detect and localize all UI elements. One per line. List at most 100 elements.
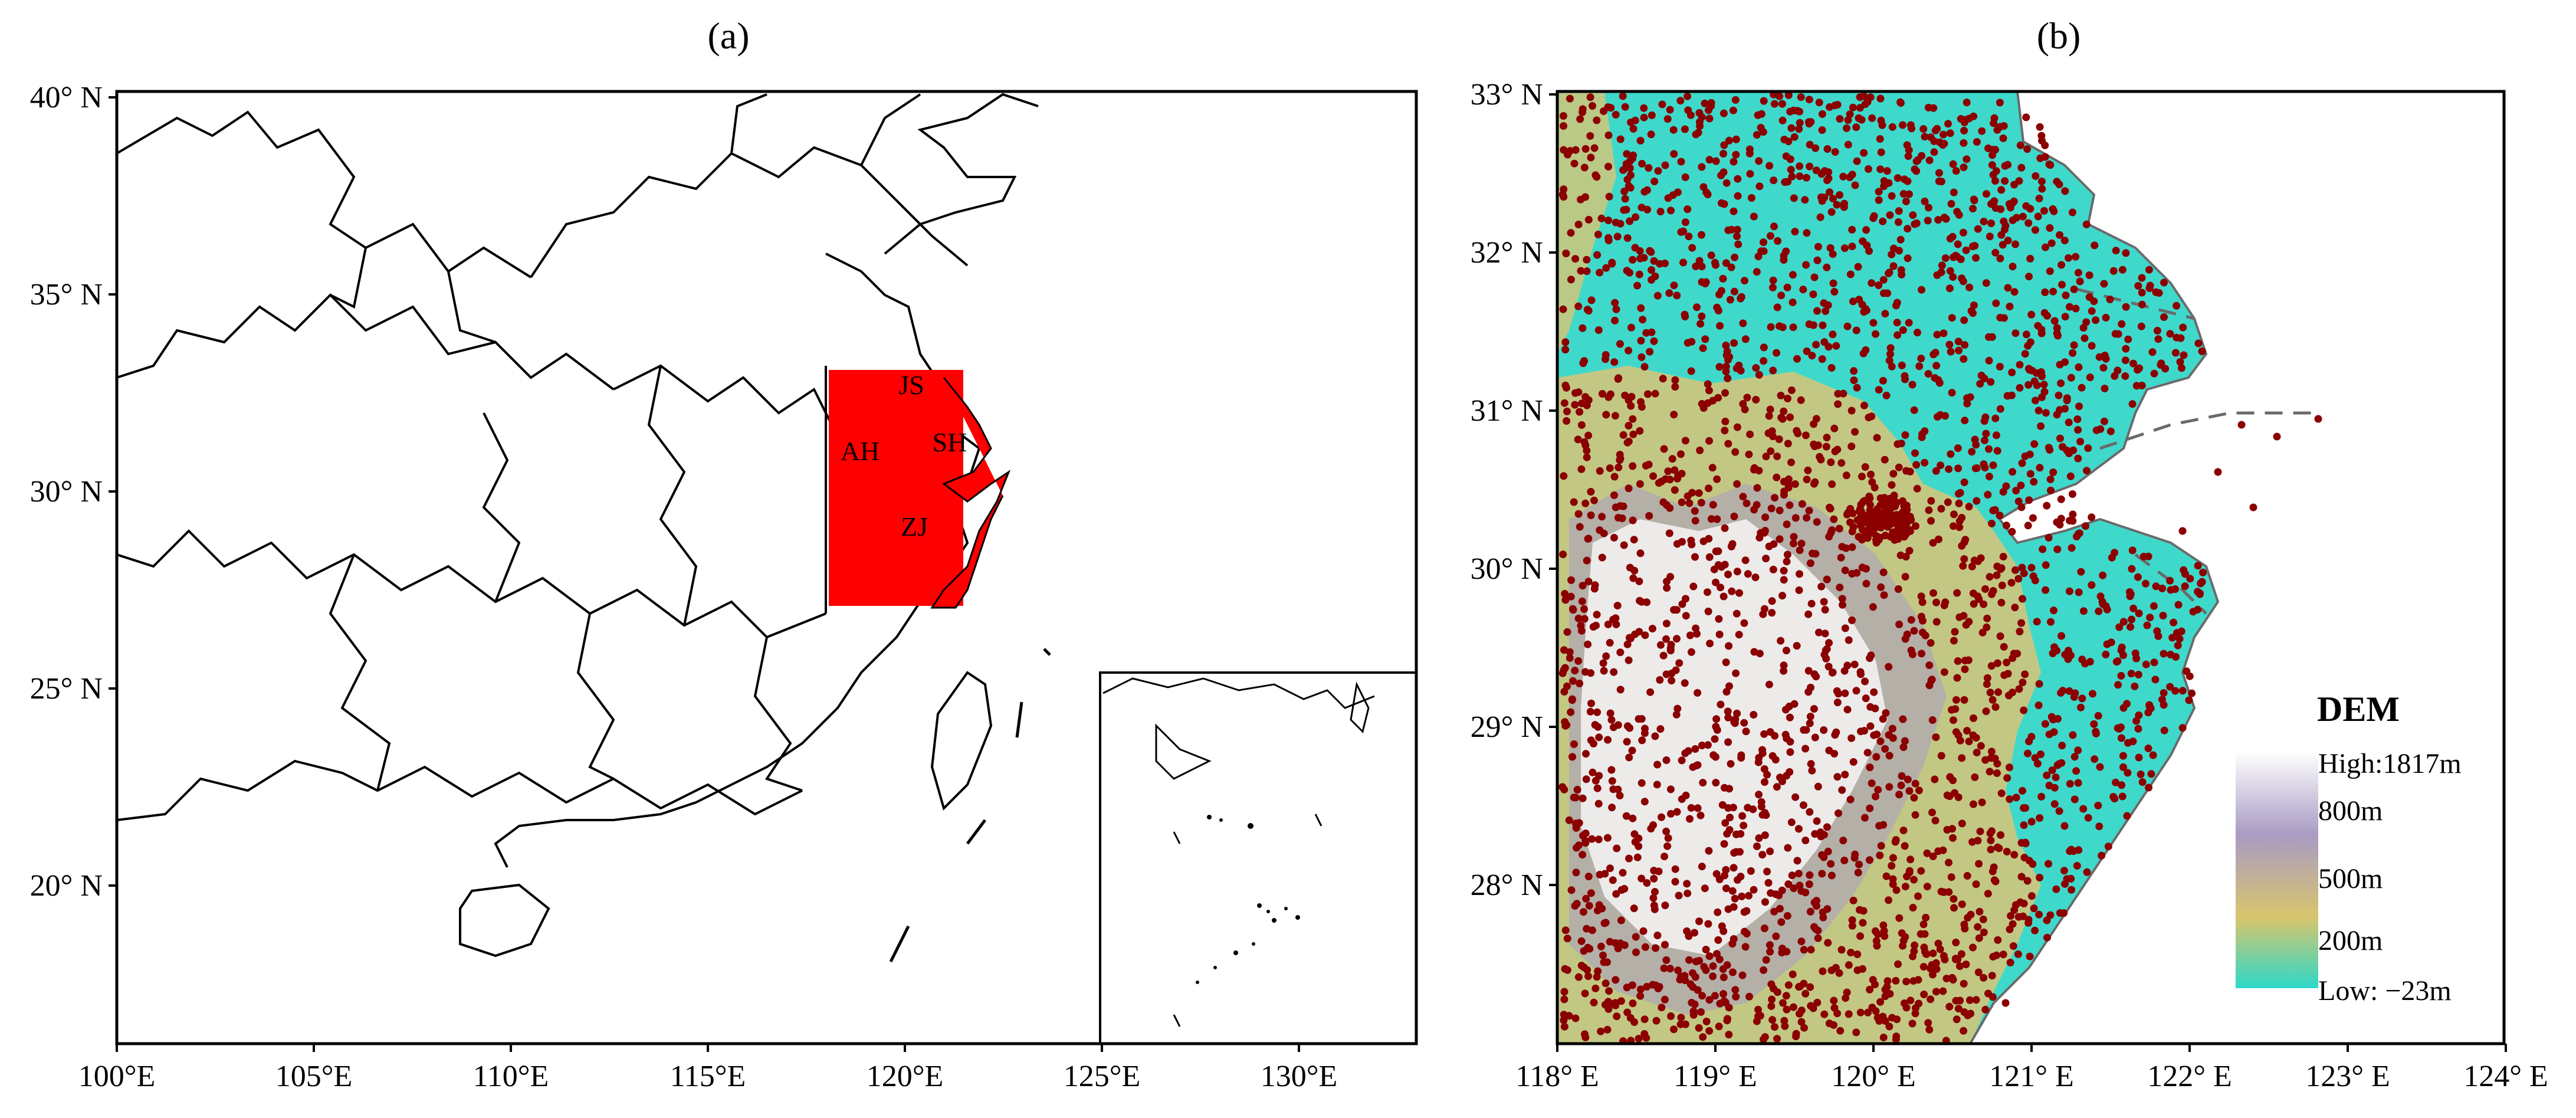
station-point (1638, 874, 1646, 883)
station-point (1580, 163, 1589, 172)
station-point (1845, 961, 1853, 969)
station-point (1929, 539, 1937, 547)
station-point (1604, 162, 1612, 171)
station-point (1845, 1010, 1853, 1018)
station-point (1661, 995, 1669, 1004)
station-point (1696, 811, 1705, 819)
station-point (1658, 477, 1666, 486)
station-point (1760, 238, 1767, 247)
station-point (1738, 971, 1747, 979)
station-point (2090, 720, 2098, 728)
station-point (1762, 956, 1770, 964)
station-point (2026, 470, 2034, 478)
station-point (1951, 628, 1959, 636)
station-point (1750, 886, 1758, 894)
station-point (1563, 935, 1571, 943)
station-point (1876, 94, 1885, 103)
station-point (1581, 145, 1590, 153)
station-point (1604, 393, 1613, 401)
station-point (2038, 185, 2046, 193)
station-point (1810, 273, 1819, 281)
station-point (1714, 908, 1722, 916)
station-point (1779, 999, 1787, 1007)
station-point (1794, 825, 1803, 833)
station-point (1659, 651, 1668, 660)
station-point (1993, 951, 2001, 959)
station-point (2167, 586, 2175, 594)
station-point (2134, 671, 2142, 678)
station-point (1987, 747, 1996, 756)
station-point (1985, 333, 1993, 341)
station-point (1601, 870, 1609, 878)
station-point (1932, 618, 1941, 626)
station-point (1733, 232, 1741, 240)
station-point (1676, 1020, 1685, 1028)
dem-legend-label-800: 800m (2318, 795, 2383, 827)
station-point (1766, 847, 1774, 855)
station-point (1584, 873, 1593, 881)
station-point (1720, 200, 1728, 208)
station-point (1963, 727, 1971, 735)
station-point (1593, 708, 1602, 716)
station-point (1910, 947, 1918, 955)
station-point (1753, 484, 1761, 492)
station-point (2128, 565, 2136, 573)
station-point (1560, 185, 1568, 194)
station-point (1999, 950, 2007, 959)
station-point (1807, 946, 1815, 954)
station-point (2057, 379, 2065, 388)
station-point (1579, 108, 1587, 116)
station-point (1847, 406, 1856, 415)
station-point (2119, 752, 2127, 760)
station-point (2088, 513, 2096, 522)
station-point (1974, 923, 1982, 931)
station-point (2108, 553, 2116, 562)
station-point (1954, 240, 1962, 248)
station-point (2006, 763, 2013, 772)
station-point (2065, 687, 2073, 695)
station-point (1879, 568, 1888, 576)
station-point (1705, 847, 1713, 855)
station-point (2177, 627, 2186, 635)
station-point (1972, 254, 1980, 262)
station-point (1996, 254, 2004, 263)
station-point (2024, 219, 2033, 227)
station-point (1810, 705, 1818, 713)
station-point (2016, 141, 2024, 149)
station-point (2114, 366, 2122, 375)
station-point (1858, 300, 1866, 309)
station-point (1577, 267, 1585, 275)
station-point (1908, 650, 1917, 658)
station-point (1909, 904, 1917, 912)
station-point (1698, 278, 1706, 286)
station-point (1880, 289, 1888, 297)
station-point (1674, 966, 1682, 975)
station-point (1618, 514, 1626, 522)
station-point (1868, 279, 1876, 287)
station-point (1616, 686, 1625, 694)
station-point (1791, 793, 1800, 801)
station-point (2068, 544, 2076, 552)
b-lat-tick-label: 33° N (1471, 78, 1543, 112)
station-point (2058, 742, 2066, 750)
station-point (1771, 494, 1778, 502)
station-point (2047, 239, 2056, 247)
station-point (1994, 936, 2002, 944)
station-point (2096, 592, 2105, 601)
station-point (1783, 558, 1791, 566)
station-point (2047, 618, 2055, 626)
station-point (1732, 669, 1740, 677)
station-point (2186, 575, 2194, 583)
station-point (1583, 447, 1591, 455)
station-point (2177, 364, 2186, 372)
station-point (2174, 601, 2183, 609)
station-point (1940, 214, 1948, 222)
station-point (1654, 167, 1662, 175)
station-point (1917, 867, 1925, 875)
station-point (2152, 582, 2160, 591)
station-point (1985, 356, 1993, 365)
station-point (1932, 362, 1941, 370)
station-point (1777, 391, 1785, 399)
station-point (1789, 971, 1797, 978)
station-point (1616, 939, 1625, 947)
